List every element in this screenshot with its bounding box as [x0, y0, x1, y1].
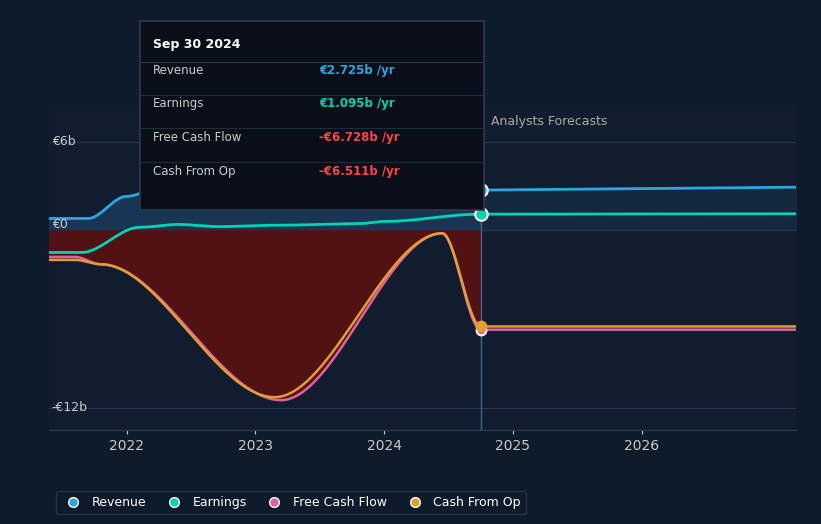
- Text: Sep 30 2024: Sep 30 2024: [154, 38, 241, 51]
- Text: €6b: €6b: [52, 135, 76, 148]
- Text: €0: €0: [52, 218, 67, 231]
- Text: -€12b: -€12b: [52, 401, 88, 414]
- Text: Cash From Op: Cash From Op: [154, 166, 236, 178]
- Text: Past: Past: [444, 115, 470, 128]
- Text: €1.095b /yr: €1.095b /yr: [319, 97, 395, 111]
- Text: €2.725b /yr: €2.725b /yr: [319, 63, 395, 77]
- Text: Free Cash Flow: Free Cash Flow: [154, 132, 241, 145]
- Text: Revenue: Revenue: [154, 63, 204, 77]
- Text: -€6.728b /yr: -€6.728b /yr: [319, 132, 400, 145]
- Text: -€6.511b /yr: -€6.511b /yr: [319, 166, 400, 178]
- Text: Analysts Forecasts: Analysts Forecasts: [491, 115, 608, 128]
- Legend: Revenue, Earnings, Free Cash Flow, Cash From Op: Revenue, Earnings, Free Cash Flow, Cash …: [56, 492, 526, 515]
- Text: Earnings: Earnings: [154, 97, 204, 111]
